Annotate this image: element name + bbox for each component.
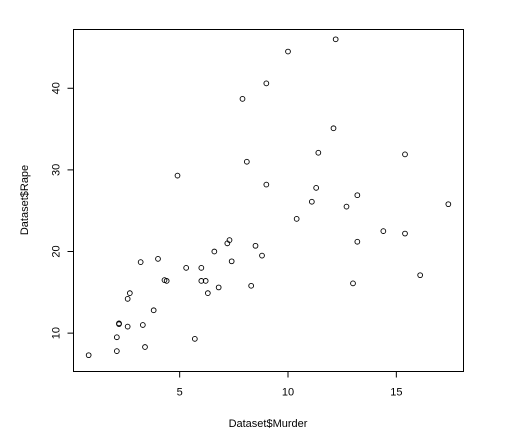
data-point (228, 258, 235, 265)
data-point (126, 290, 133, 296)
data-point (445, 201, 452, 208)
x-axis: 5 10 15 (177, 371, 402, 399)
data-point (332, 36, 339, 43)
data-point (354, 192, 361, 199)
data-point (198, 264, 205, 271)
data-point (113, 334, 120, 341)
x-tick-label: 10 (282, 387, 294, 399)
data-point (124, 323, 131, 330)
x-axis-label: Dataset$Murder (229, 418, 308, 430)
y-axis-label: Dataset$Rape (19, 165, 31, 235)
data-point (215, 284, 222, 291)
y-tick-label: 10 (51, 327, 63, 339)
data-point (202, 278, 209, 284)
data-point (183, 264, 190, 271)
data-point (354, 238, 361, 245)
plot-frame (73, 29, 464, 372)
data-point (239, 96, 246, 102)
data-point (285, 48, 291, 55)
data-point (174, 172, 181, 179)
data-point (113, 348, 120, 354)
data-point (226, 237, 233, 243)
data-point (124, 296, 131, 302)
data-point (198, 278, 205, 284)
y-tick-label: 40 (51, 82, 63, 94)
data-point (263, 181, 270, 188)
data-point (402, 230, 408, 237)
data-point (380, 228, 387, 234)
y-axis: 10 20 30 40 (51, 82, 74, 339)
data-point (248, 282, 255, 289)
data-point (204, 290, 211, 296)
data-point (155, 256, 161, 262)
data-point (308, 198, 315, 205)
data-point (150, 307, 157, 314)
x-tick-label: 5 (177, 387, 183, 399)
data-point (259, 252, 265, 259)
data-points (85, 36, 452, 359)
data-point (137, 259, 144, 265)
data-point (85, 352, 92, 359)
y-tick-label: 30 (51, 164, 63, 176)
data-point (350, 280, 356, 287)
data-point (402, 151, 408, 158)
data-point (243, 158, 250, 165)
data-point (417, 272, 424, 279)
data-point (139, 322, 146, 328)
data-point (263, 80, 270, 87)
data-point (293, 216, 300, 222)
data-point (343, 203, 350, 210)
data-point (116, 320, 122, 327)
data-point (211, 248, 218, 255)
data-point (142, 344, 148, 350)
data-point (315, 149, 322, 156)
data-point (330, 125, 337, 132)
x-tick-label: 15 (390, 387, 402, 399)
data-point (313, 184, 320, 191)
data-point (191, 336, 198, 342)
y-tick-label: 20 (51, 245, 63, 257)
data-point (163, 278, 170, 284)
data-point (252, 242, 259, 249)
